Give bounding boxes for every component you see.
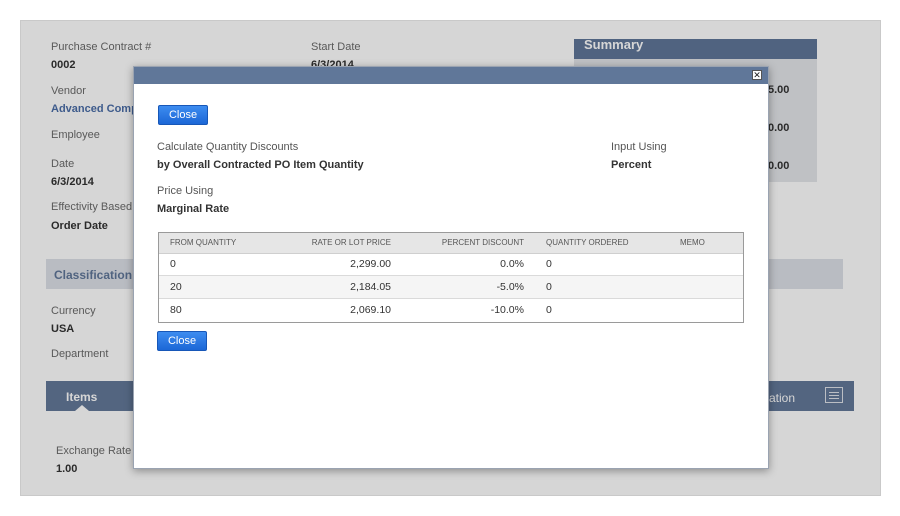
currency-value: USA	[51, 323, 75, 335]
purchase-contract-value: 0002	[51, 59, 76, 71]
list-view-icon[interactable]	[825, 387, 843, 403]
calc-discounts-value: by Overall Contracted PO Item Quantity	[157, 159, 364, 171]
purchase-contract-label: Purchase Contract #	[51, 41, 152, 53]
calc-discounts-label: Calculate Quantity Discounts	[157, 141, 299, 153]
price-using-value: Marginal Rate	[157, 203, 230, 215]
cell-qty-ordered: 0	[546, 304, 552, 316]
cell-from-quantity: 80	[170, 304, 182, 316]
discount-table: FROM QUANTITY RATE OR LOT PRICE PERCENT …	[158, 232, 744, 323]
cell-from-quantity: 20	[170, 281, 182, 293]
department-label: Department	[51, 348, 109, 360]
col-from-quantity: FROM QUANTITY	[170, 238, 237, 247]
close-button-top[interactable]: Close	[158, 105, 208, 125]
cell-rate: 2,069.10	[350, 304, 391, 316]
cell-percent: 0.0%	[500, 258, 524, 270]
input-using-value: Percent	[611, 159, 652, 171]
col-quantity-ordered: QUANTITY ORDERED	[546, 238, 629, 247]
close-icon[interactable]: ✕	[752, 70, 762, 80]
table-row[interactable]: 20 2,184.05 -5.0% 0	[159, 276, 743, 299]
vendor-link[interactable]: Advanced Comp	[51, 103, 138, 115]
cell-rate: 2,184.05	[350, 281, 391, 293]
effectivity-value: Order Date	[51, 220, 108, 232]
table-header: FROM QUANTITY RATE OR LOT PRICE PERCENT …	[159, 233, 743, 254]
date-value: 6/3/2014	[51, 176, 94, 188]
cell-percent: -5.0%	[496, 281, 524, 293]
input-using-label: Input Using	[611, 141, 667, 153]
currency-label: Currency	[51, 305, 96, 317]
col-memo: MEMO	[680, 238, 705, 247]
cell-qty-ordered: 0	[546, 258, 552, 270]
quantity-discount-dialog: ✕ Close Calculate Quantity Discounts by …	[133, 66, 769, 469]
dialog-header: ✕	[134, 67, 768, 84]
cell-qty-ordered: 0	[546, 281, 552, 293]
vendor-label: Vendor	[51, 85, 86, 97]
effectivity-label: Effectivity Based C	[51, 201, 144, 213]
cell-percent: -10.0%	[490, 304, 524, 316]
col-rate: RATE OR LOT PRICE	[311, 238, 391, 247]
cell-from-quantity: 0	[170, 258, 176, 270]
employee-label: Employee	[51, 129, 100, 141]
exchange-rate-value: 1.00	[56, 463, 78, 475]
summary-amount: 5.00	[768, 84, 790, 96]
table-row[interactable]: 80 2,069.10 -10.0% 0	[159, 299, 743, 322]
tab-items[interactable]: Items	[66, 390, 98, 404]
summary-amount: 0.00	[768, 160, 790, 172]
date-label: Date	[51, 158, 75, 170]
active-tab-indicator	[75, 405, 89, 411]
close-button-bottom[interactable]: Close	[157, 331, 207, 351]
summary-amount: 0.00	[768, 122, 790, 134]
summary-header: Summary	[574, 39, 817, 59]
exchange-rate-label: Exchange Rate	[56, 445, 132, 457]
classification-title: Classification	[54, 268, 133, 282]
col-percent-discount: PERCENT DISCOUNT	[441, 238, 524, 247]
start-date-label: Start Date	[311, 41, 361, 53]
table-row[interactable]: 0 2,299.00 0.0% 0	[159, 253, 743, 276]
cell-rate: 2,299.00	[350, 258, 391, 270]
price-using-label: Price Using	[157, 185, 214, 197]
